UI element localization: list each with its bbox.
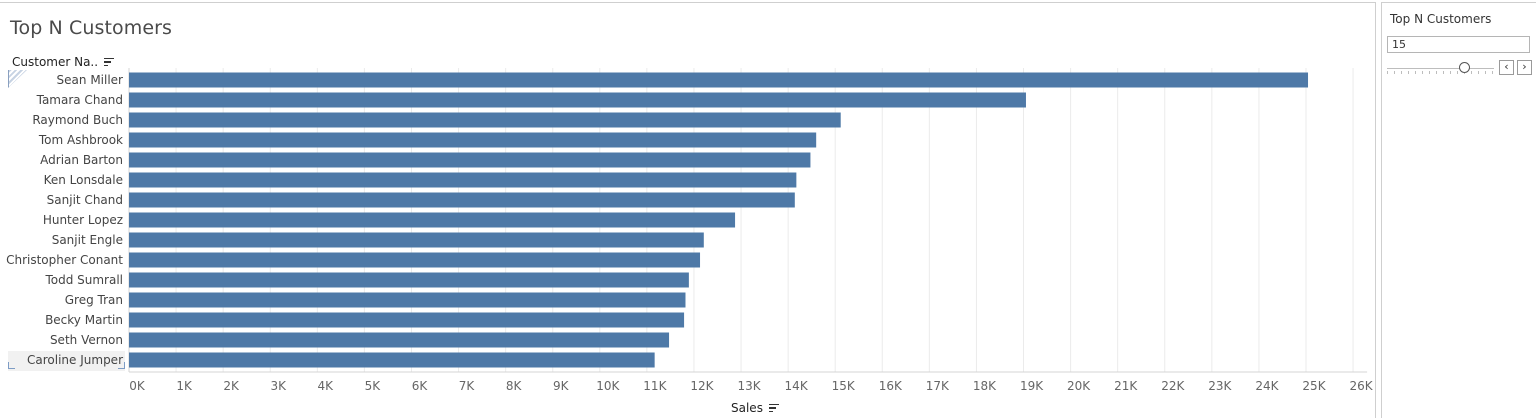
bar[interactable] xyxy=(129,252,701,268)
x-tick-label: 2K xyxy=(223,379,240,393)
x-tick-label: 18K xyxy=(973,379,997,393)
category-label: Ken Lonsdale xyxy=(44,173,123,187)
x-tick-label: 17K xyxy=(926,379,950,393)
x-tick-label: 13K xyxy=(737,379,761,393)
bar[interactable] xyxy=(129,332,670,348)
x-tick-label: 19K xyxy=(1020,379,1044,393)
sheet-title: Top N Customers xyxy=(10,17,173,39)
x-tick-label: 15K xyxy=(832,379,856,393)
x-tick-label: 21K xyxy=(1114,379,1138,393)
parameter-control: Top N Customers ‹ › xyxy=(1381,2,1536,418)
increment-button[interactable]: › xyxy=(1517,60,1532,75)
x-tick-label: 16K xyxy=(879,379,903,393)
category-label: Todd Sumrall xyxy=(44,273,123,287)
category-label: Christopher Conant xyxy=(6,253,123,267)
x-axis-title[interactable]: Sales xyxy=(731,401,779,415)
category-label: Tamara Chand xyxy=(36,93,123,107)
x-tick-label: 5K xyxy=(365,379,382,393)
worksheet: Top N Customers Customer Na.. xyxy=(0,2,1376,418)
x-tick-label: 9K xyxy=(553,379,570,393)
x-tick-label: 12K xyxy=(690,379,714,393)
sort-icon[interactable] xyxy=(768,403,779,413)
parameter-title: Top N Customers xyxy=(1390,12,1492,26)
x-tick-label: 3K xyxy=(270,379,287,393)
bar[interactable] xyxy=(129,232,704,248)
category-label: Tom Ashbrook xyxy=(38,133,123,147)
category-label: Sanjit Engle xyxy=(52,233,123,247)
category-label: Caroline Jumper xyxy=(27,353,123,367)
x-tick-label: 26K xyxy=(1350,379,1374,393)
category-label: Becky Martin xyxy=(45,313,123,327)
x-tick-label: 23K xyxy=(1208,379,1232,393)
category-label: Greg Tran xyxy=(65,293,123,307)
bar[interactable] xyxy=(129,352,655,368)
category-label: Raymond Buch xyxy=(32,113,123,127)
decrement-button[interactable]: ‹ xyxy=(1499,60,1514,75)
row-header-label: Customer Na.. xyxy=(12,55,99,69)
x-tick-label: 25K xyxy=(1302,379,1326,393)
category-label: Hunter Lopez xyxy=(43,213,123,227)
x-tick-label: 1K xyxy=(176,379,193,393)
bar[interactable] xyxy=(129,92,1026,108)
bar-chart: Sean Miller Tamara Chand Raymond Buch Tom A… xyxy=(6,68,1374,393)
bar[interactable] xyxy=(129,192,795,208)
bar[interactable] xyxy=(129,112,841,128)
x-tick-label: 7K xyxy=(459,379,476,393)
parameter-value-input[interactable] xyxy=(1387,36,1530,53)
x-tick-label: 20K xyxy=(1067,379,1091,393)
x-tick-label: 24K xyxy=(1255,379,1279,393)
parameter-slider-thumb[interactable] xyxy=(1459,62,1471,73)
category-label: Sean Miller xyxy=(57,73,124,87)
selected-row-highlight xyxy=(8,351,125,371)
bar[interactable] xyxy=(129,292,686,308)
parameter-slider-track[interactable] xyxy=(1387,66,1494,74)
x-tick-label: 10K xyxy=(596,379,620,393)
row-header[interactable]: Customer Na.. xyxy=(12,55,115,69)
bar[interactable] xyxy=(129,72,1309,88)
x-tick-label: 11K xyxy=(643,379,667,393)
sort-descending-icon[interactable] xyxy=(104,57,115,67)
bar[interactable] xyxy=(129,272,689,288)
bar[interactable] xyxy=(129,172,797,188)
category-label: Adrian Barton xyxy=(40,153,123,167)
x-axis-title-label: Sales xyxy=(731,401,763,415)
x-tick-label: 6K xyxy=(412,379,429,393)
x-tick-label: 0K xyxy=(129,379,146,393)
x-tick-label: 22K xyxy=(1161,379,1185,393)
bar[interactable] xyxy=(129,312,685,328)
selection-bracket-icon xyxy=(8,362,15,369)
bar[interactable] xyxy=(129,132,817,148)
category-label: Sanjit Chand xyxy=(47,193,123,207)
bar[interactable] xyxy=(129,152,811,168)
category-label: Seth Vernon xyxy=(50,333,123,347)
x-tick-label: 4K xyxy=(318,379,335,393)
x-tick-label: 14K xyxy=(785,379,809,393)
selection-bracket-icon xyxy=(118,362,125,369)
x-tick-label: 8K xyxy=(506,379,523,393)
bar[interactable] xyxy=(129,212,736,228)
